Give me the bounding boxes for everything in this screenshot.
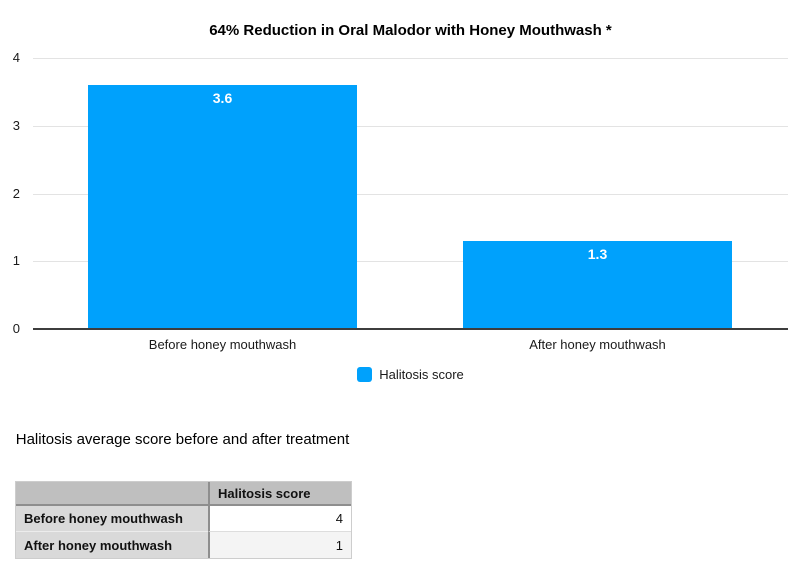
- bar-value-label: 3.6: [212, 90, 233, 107]
- table-cell-value[interactable]: 4: [208, 506, 351, 532]
- table-header-halitosis-score: Halitosis score: [208, 482, 351, 506]
- y-tick-label: 2: [12, 185, 20, 201]
- bar-before-honey-mouthwash[interactable]: 3.6: [88, 85, 357, 329]
- gridline: [33, 261, 788, 263]
- legend-label: Halitosis score: [379, 366, 464, 382]
- table-cell-value[interactable]: 1: [208, 532, 351, 558]
- table-row: After honey mouthwash 1: [16, 532, 351, 558]
- x-axis-label-after: After honey mouthwash: [529, 337, 666, 352]
- chart-legend: Halitosis score: [33, 366, 788, 382]
- gridline: [33, 58, 788, 59]
- x-axis-line: [33, 328, 788, 330]
- plot-area: 3.6 1.3: [33, 58, 788, 330]
- table-row: Before honey mouthwash 4: [16, 506, 351, 532]
- table-row-label: After honey mouthwash: [16, 532, 208, 558]
- y-axis-labels: 0 1 2 3 4: [0, 50, 22, 336]
- table-header-empty-cell: [16, 482, 208, 506]
- table-title: Halitosis average score before and after…: [15, 431, 350, 448]
- y-tick-label: 0: [12, 321, 20, 336]
- y-tick-label: 1: [12, 253, 20, 269]
- x-axis-labels: Before honey mouthwash After honey mouth…: [33, 337, 788, 353]
- gridline: [33, 125, 788, 127]
- data-table: Halitosis score Before honey mouthwash 4…: [15, 481, 352, 559]
- table-header-row: Halitosis score: [16, 482, 351, 506]
- bar-value-label: 1.3: [587, 245, 608, 262]
- legend-swatch-icon: [357, 366, 373, 382]
- y-tick-label: 4: [12, 50, 20, 65]
- table-row-label: Before honey mouthwash: [16, 506, 208, 532]
- y-tick-label: 3: [12, 117, 20, 133]
- chart-title: 64% Reduction in Oral Malodor with Honey…: [209, 22, 612, 39]
- x-axis-label-before: Before honey mouthwash: [148, 337, 297, 352]
- bar-after-honey-mouthwash[interactable]: 1.3: [463, 240, 732, 329]
- gridline: [33, 193, 788, 195]
